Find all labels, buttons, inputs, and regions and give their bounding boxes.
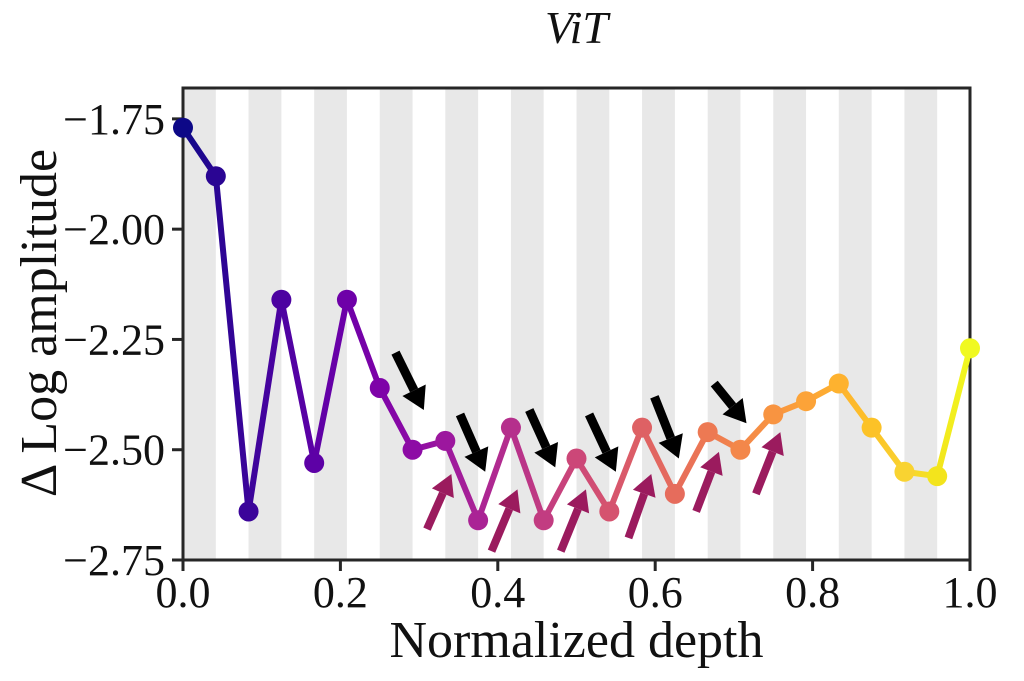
down-arrow-head — [534, 441, 559, 468]
data-point — [927, 466, 948, 487]
data-point — [402, 439, 423, 460]
data-point — [271, 289, 292, 310]
background-stripe — [773, 89, 807, 559]
plot-frame-rect — [181, 86, 972, 562]
up-arrow-head — [632, 473, 656, 498]
up-arrow-shaft — [487, 507, 514, 553]
background-stripe — [904, 89, 938, 559]
data-point — [828, 373, 849, 394]
data-point — [730, 439, 751, 460]
data-points — [173, 117, 980, 531]
down-arrow-shaft — [455, 412, 481, 454]
line-segment — [639, 424, 678, 497]
data-point — [304, 452, 325, 473]
line-segment — [245, 296, 285, 515]
up-arrow-shaft — [557, 507, 582, 553]
background-stripe — [707, 89, 741, 559]
data-point — [533, 510, 554, 531]
up-arrow-head — [431, 473, 454, 499]
data-point — [763, 404, 784, 425]
x-axis-label: Normalized depth — [389, 612, 764, 669]
line-segment — [934, 345, 973, 480]
up-arrow-head — [700, 451, 723, 476]
x-tick-label: 0.2 — [313, 568, 368, 617]
down-arrow-head — [402, 384, 426, 411]
data-point — [435, 430, 456, 451]
y-tick-label: −2.75 — [63, 536, 165, 585]
x-tick-label: 0.8 — [785, 568, 840, 617]
line-segment — [540, 455, 580, 524]
down-arrow-shaft — [585, 412, 611, 454]
data-point — [468, 510, 489, 531]
up-arrow-head — [761, 432, 784, 457]
line-segment — [442, 437, 482, 524]
y-tick-labels: −1.75 −2.00 −2.25 −2.50 −2.75 — [63, 95, 165, 585]
x-tick-label: 1.0 — [943, 568, 998, 617]
down-arrow-shaft — [650, 395, 675, 440]
data-point — [500, 417, 521, 438]
line-segment — [343, 296, 383, 391]
up-arrow-shaft — [423, 491, 447, 531]
down-arrow-shaft — [391, 350, 419, 393]
down-arrow-head — [464, 446, 489, 472]
up-arrow-shaft — [692, 470, 716, 513]
down-arrow-shaft — [525, 408, 551, 450]
line-segment — [606, 424, 646, 515]
data-point — [205, 166, 226, 187]
background-stripe — [379, 89, 413, 559]
data-point — [369, 377, 390, 398]
line-segment — [507, 424, 547, 524]
up-arrow-annotations — [423, 432, 784, 553]
plot-frame — [181, 86, 972, 562]
data-point — [599, 501, 620, 522]
up-arrow-shaft — [752, 450, 777, 496]
x-tick-label: 0.6 — [628, 568, 683, 617]
line-segment — [278, 296, 318, 466]
data-point — [697, 422, 718, 443]
data-point — [336, 289, 357, 310]
up-arrow-shaft — [624, 492, 648, 540]
y-tick-label: −2.50 — [63, 426, 165, 475]
down-arrow-shaft — [710, 380, 737, 410]
line-segment — [475, 424, 514, 524]
line-segment — [311, 296, 350, 466]
down-arrow-head — [722, 397, 747, 424]
y-tick-label: −2.00 — [63, 205, 165, 254]
data-point — [632, 417, 653, 438]
line-segment — [671, 429, 711, 497]
data-point — [861, 417, 882, 438]
y-axis-label: Δ Log amplitude — [11, 148, 68, 498]
background-stripe — [183, 89, 216, 559]
x-tick-label: 0.4 — [470, 568, 525, 617]
x-tick-labels: 0.0 0.2 0.4 0.6 0.8 1.0 — [156, 568, 998, 617]
line-segment — [212, 173, 252, 515]
data-point — [238, 501, 259, 522]
line-segment — [573, 455, 613, 515]
background-stripe — [510, 89, 544, 559]
up-arrow-head — [498, 489, 521, 514]
y-tick-label: −2.25 — [63, 315, 165, 364]
data-point — [173, 117, 193, 138]
down-arrow-head — [658, 433, 683, 459]
axis-ticks — [172, 117, 972, 571]
chart-title: ViT — [544, 2, 609, 53]
data-point — [960, 338, 980, 359]
y-tick-label: −1.75 — [63, 95, 165, 144]
data-point — [664, 483, 685, 504]
x-tick-label: 0.0 — [156, 568, 211, 617]
line-segment — [376, 384, 416, 453]
up-arrow-head — [566, 489, 590, 514]
data-point — [796, 391, 817, 412]
background-stripe — [838, 89, 872, 559]
data-point — [566, 448, 587, 469]
down-arrow-annotations — [391, 350, 747, 472]
down-arrow-head — [594, 446, 619, 472]
data-point — [894, 461, 915, 482]
